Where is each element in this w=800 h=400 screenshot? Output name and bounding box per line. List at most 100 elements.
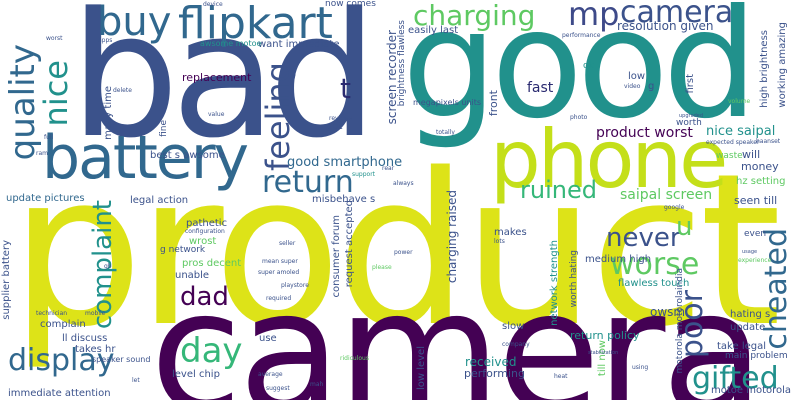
word-hz-setting: hz setting bbox=[736, 176, 786, 187]
word-high-brightness: high brightness bbox=[759, 30, 770, 108]
word-day: day bbox=[180, 331, 243, 371]
word-front: front bbox=[487, 90, 500, 117]
word-gifted: gifted bbox=[692, 361, 779, 396]
word-lots: lots bbox=[494, 238, 505, 245]
word-want-immediate: want immediate bbox=[258, 39, 340, 50]
word-using: using bbox=[632, 364, 649, 371]
word-level-chip: level chip bbox=[172, 369, 220, 380]
word-totally: totally bbox=[436, 129, 455, 136]
word-apps: apps bbox=[98, 37, 113, 44]
word-got: got bbox=[326, 121, 343, 132]
word-supplier-battery: supplier battery bbox=[1, 240, 12, 320]
word-wrost: wrost bbox=[189, 236, 217, 247]
word-nice-saipal: nice saipal bbox=[706, 124, 776, 139]
word-mobile: mobile bbox=[85, 310, 106, 317]
word-upgraded: upgraded bbox=[679, 113, 704, 119]
word-charging: charging bbox=[413, 0, 536, 32]
word-g-network: g network bbox=[160, 245, 206, 255]
word-product-worst: product worst bbox=[596, 125, 693, 141]
word-expected-speaker: expected speaker bbox=[706, 139, 760, 146]
word-u: u bbox=[676, 212, 693, 242]
word-good: good bbox=[402, 0, 758, 152]
word-mp: mp bbox=[568, 0, 620, 33]
word-heat: heat bbox=[554, 373, 568, 380]
word-worth-hating: worth hating bbox=[569, 250, 579, 308]
word-device: device bbox=[203, 1, 223, 8]
word-ridiculous: ridiculous bbox=[340, 355, 369, 362]
word-mean-super: mean super bbox=[262, 258, 298, 265]
word-seen-till: seen till bbox=[734, 194, 778, 207]
word-delete: delete bbox=[113, 87, 132, 94]
word-bad: bad bbox=[70, 0, 378, 176]
word-suggest: suggest bbox=[266, 385, 290, 392]
word-quality: quality bbox=[3, 44, 43, 161]
word-value: value bbox=[208, 111, 225, 118]
word-low-level: low level bbox=[416, 346, 427, 391]
word-photo: photo bbox=[570, 114, 588, 121]
word-playstore: playstore bbox=[281, 282, 309, 289]
word-usage: usage bbox=[742, 249, 758, 255]
word-immediate-attention: immediate attention bbox=[8, 388, 111, 399]
word-camera-large: camera bbox=[150, 254, 764, 400]
word-pathetic: pathetic bbox=[186, 218, 228, 229]
word-performing: performing bbox=[464, 367, 525, 380]
word-medium-high: medium high bbox=[585, 254, 652, 265]
word-flipkart: flipkart bbox=[178, 0, 333, 49]
word-required: required bbox=[266, 295, 292, 302]
word-phone: phone bbox=[490, 113, 728, 206]
word-money: money bbox=[741, 160, 779, 173]
word-easily-last: easily last bbox=[408, 25, 459, 36]
word-pros-decent: pros decent bbox=[182, 258, 242, 269]
word-buy: buy bbox=[97, 0, 172, 45]
word-support: support bbox=[352, 171, 376, 178]
word-misbehave-s: misbehave s bbox=[312, 194, 376, 205]
word-request-accepted: request accepted bbox=[344, 200, 355, 288]
word-battery: battery bbox=[42, 123, 249, 193]
word-motoe-motorola: motoe motorola bbox=[711, 385, 792, 396]
word-experience: experience bbox=[738, 257, 772, 264]
word-till-now: till now bbox=[597, 340, 608, 377]
word-return-policy: return policy bbox=[570, 329, 640, 342]
word-worst: worst bbox=[46, 35, 63, 42]
word-slow: slow bbox=[502, 321, 525, 332]
word-reviews: reviews bbox=[329, 115, 352, 122]
word-working-amazing: working amazing bbox=[777, 22, 788, 108]
word-always: always bbox=[393, 180, 414, 187]
word-speaker-sound: speaker sound bbox=[92, 355, 151, 364]
word-ram: ram bbox=[36, 150, 48, 157]
word-consumer-forum: consumer forum bbox=[331, 215, 342, 298]
word-fast: fast bbox=[527, 80, 554, 96]
word-technician: technician bbox=[36, 310, 68, 317]
word-gb: gb bbox=[104, 263, 112, 270]
word-unable: unable bbox=[175, 270, 210, 281]
word-worth: worth bbox=[676, 118, 702, 128]
word-never: never bbox=[606, 223, 681, 253]
word-t: t bbox=[340, 72, 351, 105]
word-super-amoled: super amoled bbox=[258, 269, 300, 276]
word-company: company bbox=[502, 341, 530, 348]
word-even: even bbox=[744, 229, 767, 239]
word-ok: ok bbox=[583, 61, 594, 71]
word-stabilization: stabilization bbox=[588, 350, 619, 356]
word-replacement: replacement bbox=[182, 71, 252, 84]
word-full: full bbox=[44, 134, 54, 141]
word-update-pictures: update pictures bbox=[6, 193, 85, 204]
word-ruined: ruined bbox=[520, 176, 597, 204]
word-dad: dad bbox=[180, 282, 229, 312]
word-return: return bbox=[262, 165, 354, 200]
word-charging-raised: charging raised bbox=[445, 190, 459, 284]
word-worse: worse bbox=[610, 247, 700, 282]
word-received: received bbox=[465, 355, 517, 369]
word-best-s-awsome: best s awsome bbox=[150, 150, 225, 161]
word-average: average bbox=[258, 371, 283, 378]
word-many-time: many time bbox=[103, 86, 114, 140]
word-saipal-screen: saipal screen bbox=[620, 187, 713, 203]
word-haanset: haanset bbox=[756, 138, 781, 145]
word-update: update bbox=[730, 322, 766, 333]
word-network-strength: network strength bbox=[549, 240, 560, 326]
word-mah: mah bbox=[310, 381, 324, 388]
word-owsm: owsm bbox=[650, 305, 686, 319]
word-now-comes: now comes bbox=[325, 0, 376, 9]
word-makes: makes bbox=[494, 227, 527, 238]
word-google: google bbox=[664, 204, 685, 211]
